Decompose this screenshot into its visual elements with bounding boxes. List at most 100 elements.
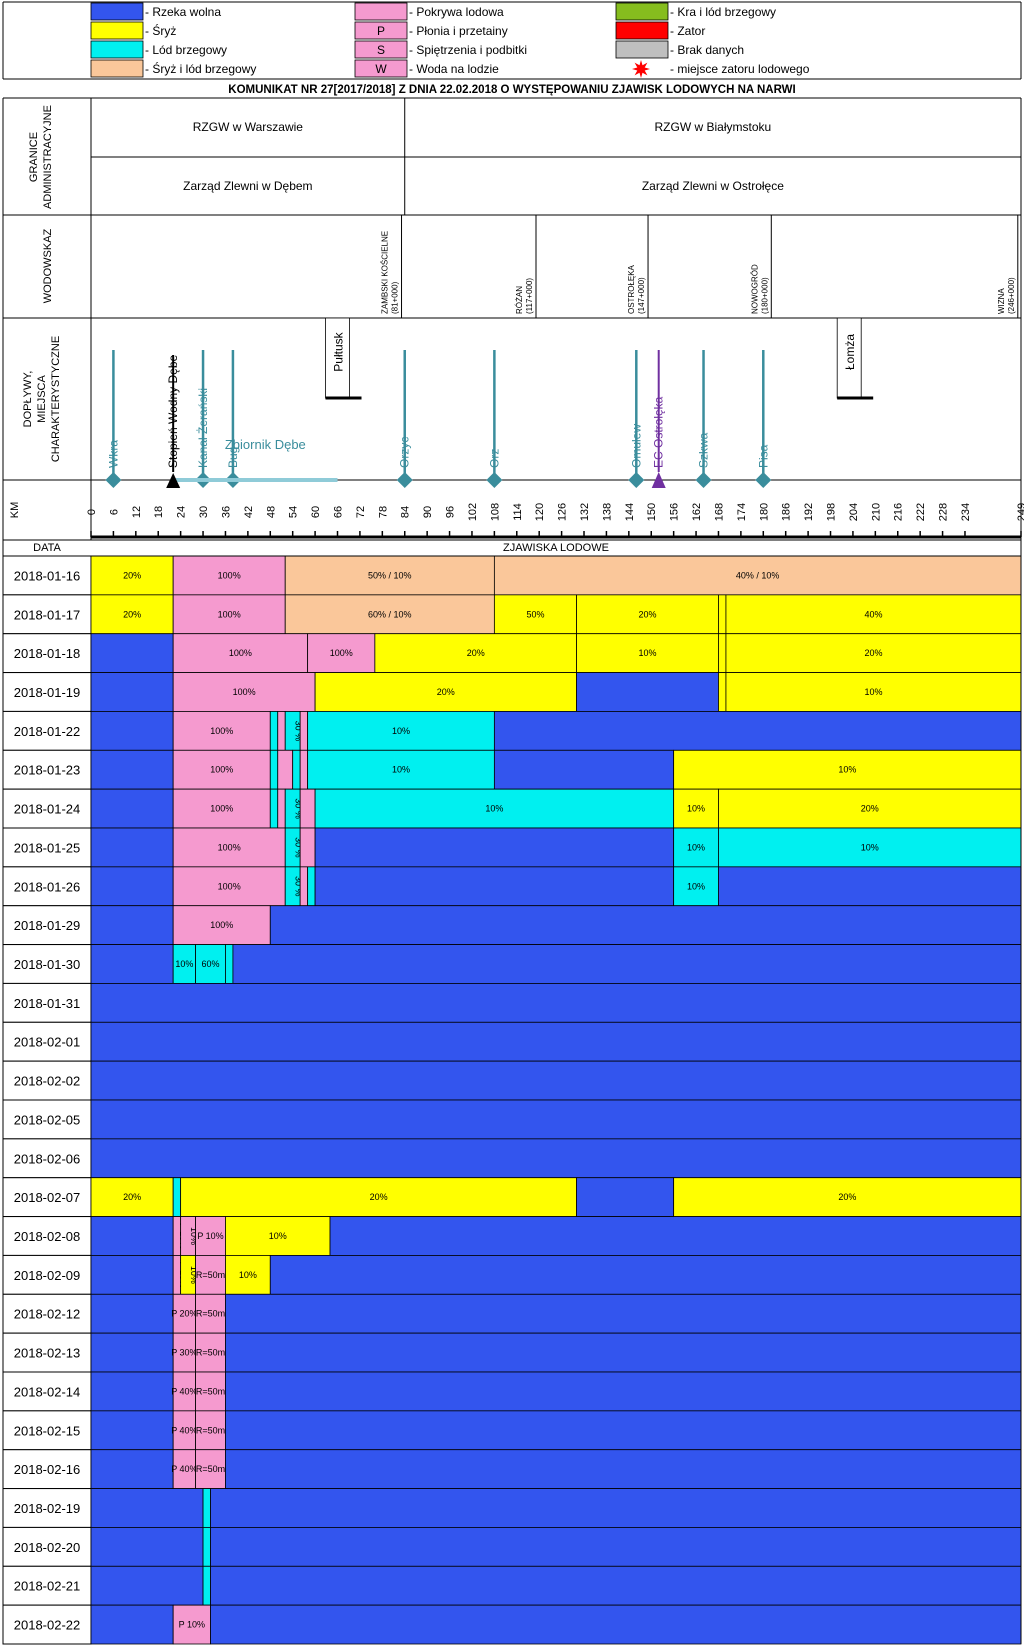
ec-marker-icon bbox=[651, 472, 666, 488]
legend-swatch-pokrywa bbox=[354, 40, 408, 59]
segment-label: 100% bbox=[218, 609, 241, 619]
legend-swatch-brak bbox=[615, 40, 669, 59]
table-row: 2018-01-30 10% 60% bbox=[2, 944, 1022, 984]
km-tick-label: 222 bbox=[915, 503, 927, 521]
row-date: 2018-01-25 bbox=[14, 840, 81, 855]
row-date: 2018-01-31 bbox=[14, 996, 81, 1011]
ice-segment-pokrywa bbox=[299, 788, 316, 829]
segment-label: 10% bbox=[189, 1227, 199, 1245]
table-row: 2018-01-25 100% 30 % 10% 10% bbox=[2, 827, 1022, 868]
ice-segment-sryz bbox=[576, 633, 719, 673]
row-date: 2018-01-26 bbox=[14, 879, 81, 894]
legend-swatch-brzeg bbox=[90, 40, 144, 59]
ice-segment-free bbox=[90, 1255, 174, 1295]
ice-segment-sryz bbox=[90, 594, 174, 635]
ice-segment-pokrywa bbox=[172, 866, 286, 907]
ice-segment-brzeg bbox=[225, 944, 234, 984]
km-tick-label: 48 bbox=[265, 506, 277, 518]
km-tick-label: 204 bbox=[848, 503, 860, 521]
km-tick-label: 90 bbox=[422, 506, 434, 518]
label-wodowskaz: WODOWSKAZ bbox=[42, 228, 54, 303]
segment-label: 50% bbox=[526, 609, 544, 619]
segment-label: 20% bbox=[370, 1192, 388, 1202]
legend-label: - Rzeka wolna bbox=[145, 5, 221, 19]
row-date: 2018-02-09 bbox=[14, 1268, 81, 1283]
ice-segment-free bbox=[90, 1060, 1022, 1101]
km-tick-label: 42 bbox=[243, 506, 255, 518]
table-row: 2018-01-29 100% bbox=[2, 905, 1022, 946]
segment-label: 10% bbox=[392, 765, 410, 775]
ice-segment-pokrywa bbox=[299, 866, 309, 907]
segment-label: 100% bbox=[233, 687, 256, 697]
segment-label: 10% bbox=[175, 959, 193, 969]
ice-segment-free bbox=[576, 1177, 675, 1217]
admin-rzgw-label: RZGW w Białymstoku bbox=[655, 120, 772, 134]
ice-segment-brzeg bbox=[202, 1527, 211, 1567]
table-row: 2018-01-19 100% 20% 10% bbox=[2, 672, 1022, 712]
km-tick-label: 72 bbox=[355, 506, 367, 518]
segment-label: 10% bbox=[239, 1270, 257, 1280]
ice-segment-sryz bbox=[718, 672, 727, 712]
legend-label: - Brak danych bbox=[670, 43, 744, 57]
segment-label: 20% bbox=[437, 687, 455, 697]
ice-segment-sryz bbox=[673, 1177, 1022, 1217]
ice-segment-free bbox=[576, 672, 719, 712]
ice-rows: DATA ZJAWISKA LODOWE 2018-01-16 20% 100% 50% … bbox=[2, 539, 1022, 1645]
ice-segment-free bbox=[90, 827, 174, 868]
table-row: 2018-02-07 20% 20% 20% bbox=[2, 1177, 1022, 1218]
ice-segment-free bbox=[90, 1332, 174, 1373]
km-tick-label: 78 bbox=[377, 506, 389, 518]
ice-segment-free bbox=[90, 944, 174, 984]
table-row: 2018-01-22 100% 30 % 10% bbox=[2, 710, 1022, 751]
date-cell bbox=[2, 1021, 92, 1062]
tributary-marker-icon bbox=[695, 472, 712, 488]
ice-segment-free bbox=[90, 1604, 174, 1645]
town-name: Pułtusk bbox=[332, 331, 346, 371]
segment-label: 20% bbox=[864, 648, 882, 658]
ice-segment-free bbox=[90, 711, 174, 751]
ice-segment-pokrywa bbox=[172, 1604, 211, 1645]
segment-label: 20% bbox=[123, 1192, 141, 1202]
gauge-name: ZAMBSKI KOŚCIELNE bbox=[381, 231, 390, 314]
segment-label: 10% bbox=[392, 726, 410, 736]
ice-segment-brzeg bbox=[202, 1565, 211, 1606]
admin-zarzad-label: Zarząd Zlewni w Ostrołęce bbox=[642, 179, 784, 193]
ice-segment-free bbox=[90, 1099, 1022, 1140]
label-granice: GRANICE bbox=[28, 132, 40, 182]
tributary-name: Szkwa bbox=[697, 432, 711, 468]
ice-segment-sryzbrzeg bbox=[284, 555, 495, 596]
km-tick-label: 102 bbox=[467, 503, 479, 521]
km-tick-label: 210 bbox=[870, 503, 882, 521]
segment-label: R=50m bbox=[196, 1464, 225, 1474]
segment-label: 30 % bbox=[294, 837, 304, 858]
gauge-name: NOWOGRÓD bbox=[750, 264, 759, 314]
date-cell bbox=[2, 1177, 92, 1218]
segment-label: 100% bbox=[218, 881, 241, 891]
town-box bbox=[325, 317, 350, 399]
ice-segment-free bbox=[210, 1488, 1022, 1528]
segment-label: 10% bbox=[638, 648, 656, 658]
ice-segment-free bbox=[90, 866, 174, 907]
table-row: 2018-02-21 bbox=[2, 1565, 1022, 1606]
km-tick-label: 249 bbox=[1016, 503, 1024, 521]
km-tick-label: 198 bbox=[826, 503, 838, 521]
table-row: 2018-02-06 bbox=[2, 1138, 1022, 1179]
ice-segment-pokrywa bbox=[195, 1216, 226, 1256]
ice-segment-free bbox=[90, 1216, 174, 1256]
ice-segment-free bbox=[90, 1138, 1022, 1179]
km-tick-label: 66 bbox=[333, 506, 345, 518]
ice-segment-sryz bbox=[673, 749, 1022, 790]
ice-segment-sryz bbox=[725, 594, 1022, 635]
segment-label: R=50m bbox=[196, 1386, 225, 1396]
ice-segment-sryz bbox=[718, 633, 727, 673]
gauge-km: (180+000) bbox=[760, 277, 769, 314]
ice-segment-free bbox=[90, 1021, 1022, 1062]
segment-label: 20% bbox=[123, 570, 141, 580]
legend-swatch-sryzbrzeg bbox=[90, 59, 144, 78]
segment-label: P 20% bbox=[171, 1309, 197, 1319]
ice-segment-pokrywa bbox=[277, 788, 286, 829]
town-name: Łomża bbox=[843, 334, 857, 370]
ice-segment-brzeg bbox=[307, 711, 495, 751]
segment-label: 20% bbox=[123, 609, 141, 619]
ice-segment-free bbox=[225, 1449, 1022, 1489]
